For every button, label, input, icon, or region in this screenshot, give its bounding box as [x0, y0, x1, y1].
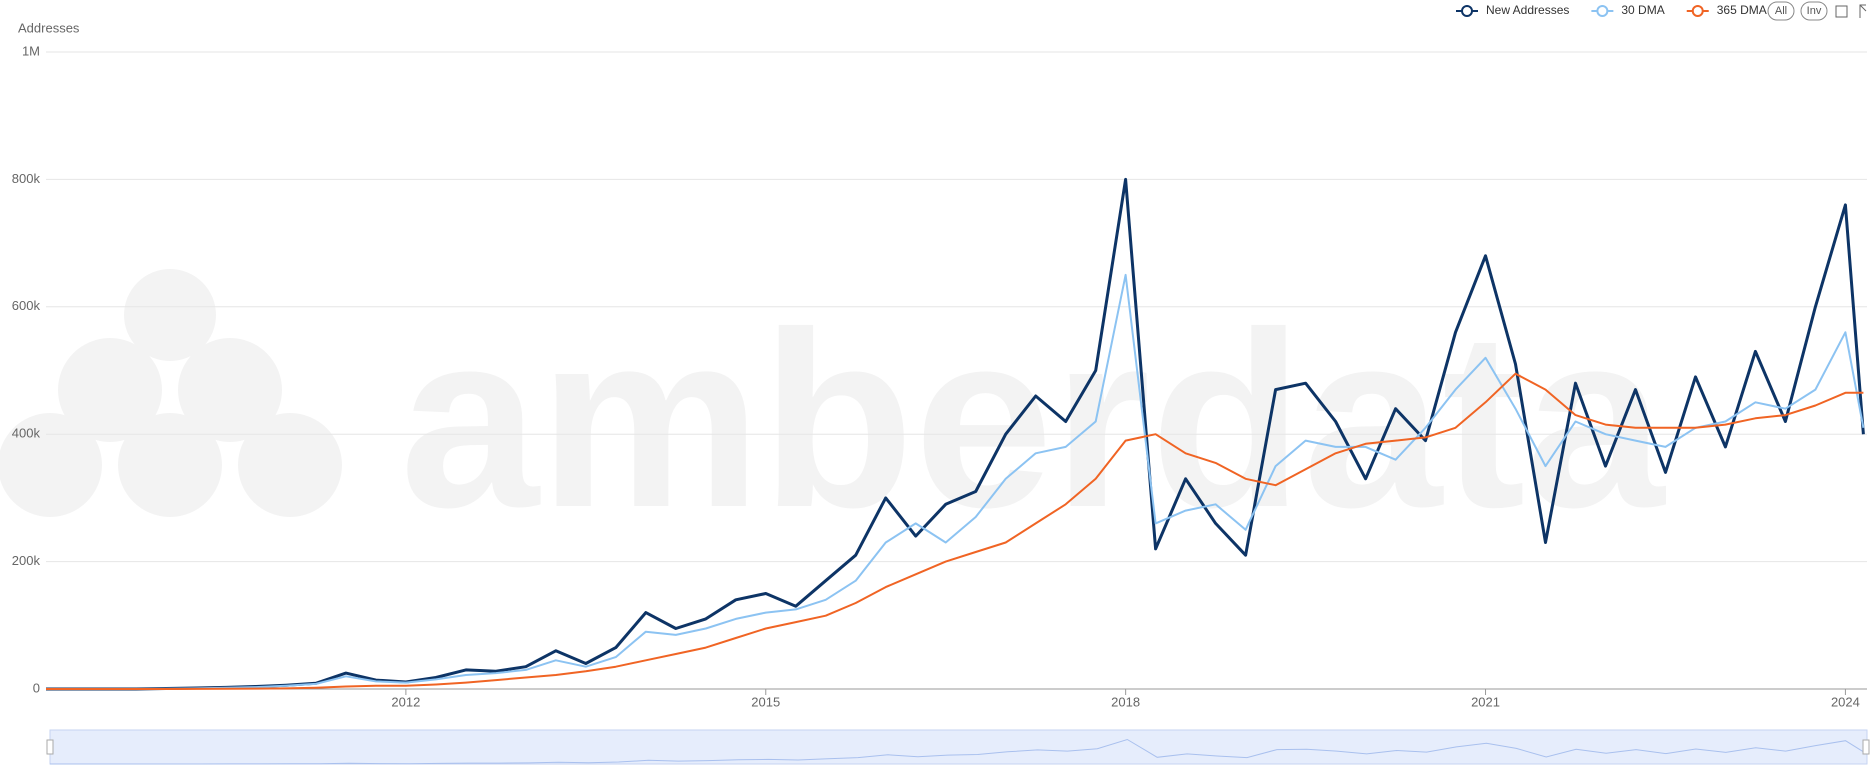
- watermark: amberdata: [400, 280, 1666, 559]
- x-tick-label: 2015: [751, 694, 780, 709]
- button[interactable]: [1767, 1, 1795, 21]
- y-tick-label: 600k: [12, 298, 41, 313]
- restore-icon[interactable]: [1859, 4, 1867, 18]
- legend-label[interactable]: New Addresses: [1486, 3, 1569, 17]
- legend-label[interactable]: 365 DMA: [1717, 3, 1767, 17]
- series-line: [46, 273, 1865, 690]
- button-label[interactable]: Inv: [1807, 5, 1822, 17]
- series-line: [46, 372, 1864, 690]
- button-label[interactable]: All: [1775, 5, 1787, 17]
- x-tick-label: 2024: [1831, 694, 1860, 709]
- legend-label[interactable]: 30 DMA: [1621, 3, 1664, 17]
- navigator: [49, 729, 1868, 765]
- legend-marker[interactable]: [1691, 5, 1704, 17]
- button[interactable]: [1800, 1, 1828, 21]
- x-tick-label: 2021: [1471, 694, 1500, 709]
- navigator-line: [50, 738, 1864, 765]
- y-axis-label: Addresses: [18, 20, 80, 35]
- y-tick-label: 800k: [12, 171, 41, 186]
- zoom-icon[interactable]: [1835, 5, 1848, 18]
- navigator-handle[interactable]: [1862, 739, 1870, 755]
- legend-marker[interactable]: [1461, 5, 1473, 17]
- y-tick-label: 0: [33, 680, 40, 695]
- x-tick-label: 2018: [1111, 694, 1140, 709]
- y-tick-label: 1M: [22, 43, 40, 58]
- watermark-logo: [0, 269, 342, 517]
- legend-marker[interactable]: [1596, 5, 1609, 17]
- x-tick-label: 2012: [391, 694, 420, 709]
- y-tick-label: 200k: [12, 553, 41, 568]
- navigator-handle[interactable]: [46, 739, 54, 755]
- y-tick-label: 400k: [12, 426, 41, 441]
